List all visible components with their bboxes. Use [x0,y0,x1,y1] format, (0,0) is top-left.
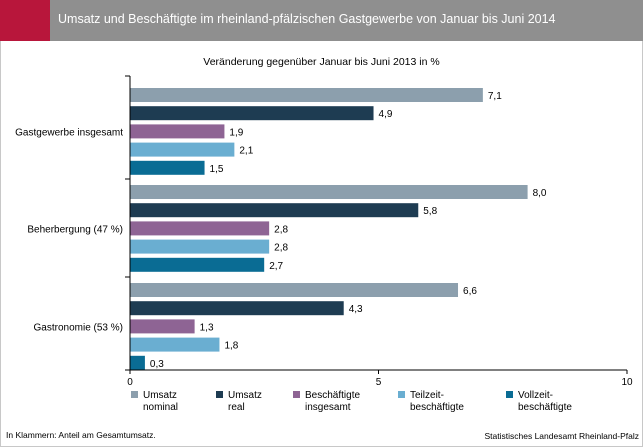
bar [130,283,459,297]
bar-value-label: 2,1 [239,146,253,157]
legend-label: Umsatz [228,390,262,401]
bar [130,257,265,272]
category-label: Beherbergung (47 %) [27,224,123,235]
bar [130,355,145,370]
bar-value-label: 1,8 [224,341,238,352]
bar-value-label: 4,3 [349,304,363,315]
category-label: Gastgewerbe insgesamt [15,127,123,138]
bar-value-label: 6,6 [463,286,477,297]
legend-label: beschäftigte [518,402,572,413]
legend-swatch [131,391,138,398]
category-label: Gastronomie (53 %) [34,322,123,333]
source-note: Statistisches Landesamt Rheinland-Pfalz [484,431,640,441]
chart-title: Umsatz und Beschäftigte im rheinland-pfä… [58,12,556,26]
legend-label: beschäftigte [410,402,464,413]
bar-value-label: 1,3 [200,322,214,333]
bar-value-label: 1,5 [210,164,224,175]
bar [130,203,419,218]
bar [130,160,205,175]
header-accent [0,0,50,41]
bar [130,239,270,254]
legend-label: Vollzeit- [518,390,553,401]
legend-swatch [506,391,513,398]
legend-swatch [398,391,405,398]
legend-label: insgesamt [305,402,351,413]
bar [130,142,235,157]
bar [130,185,528,199]
bar-value-label: 2,8 [274,243,288,254]
legend-label: Teilzeit- [410,390,444,401]
bar [130,124,225,139]
bar-value-label: 2,7 [269,261,283,272]
bar-value-label: 0,3 [150,359,164,370]
bar-value-label: 7,1 [488,91,502,102]
x-tick-label: 10 [621,377,633,388]
legend-swatch [293,391,300,398]
bar [130,106,374,121]
bar-value-label: 5,8 [423,206,437,217]
bar [130,221,270,236]
x-tick-label: 5 [376,377,382,388]
bar-value-label: 2,8 [274,224,288,235]
chart-subtitle: Veränderung gegenüber Januar bis Juni 20… [203,56,440,68]
legend-label: Umsatz [143,390,177,401]
chart-header: Umsatz und Beschäftigte im rheinland-pfä… [0,0,643,41]
legend-swatch [216,391,223,398]
legend-label: Beschäftigte [305,390,360,401]
bar-value-label: 1,9 [229,127,243,138]
bar [130,319,195,334]
bar [130,337,220,352]
bar [130,88,483,102]
bar-value-label: 8,0 [533,188,547,199]
legend-label: real [228,402,245,413]
footnote: In Klammern: Anteil am Gesamtumsatz. [6,430,156,440]
bar-value-label: 4,9 [379,109,393,120]
x-tick-label: 0 [127,377,133,388]
bar [130,301,344,316]
legend-label: nominal [143,402,178,413]
